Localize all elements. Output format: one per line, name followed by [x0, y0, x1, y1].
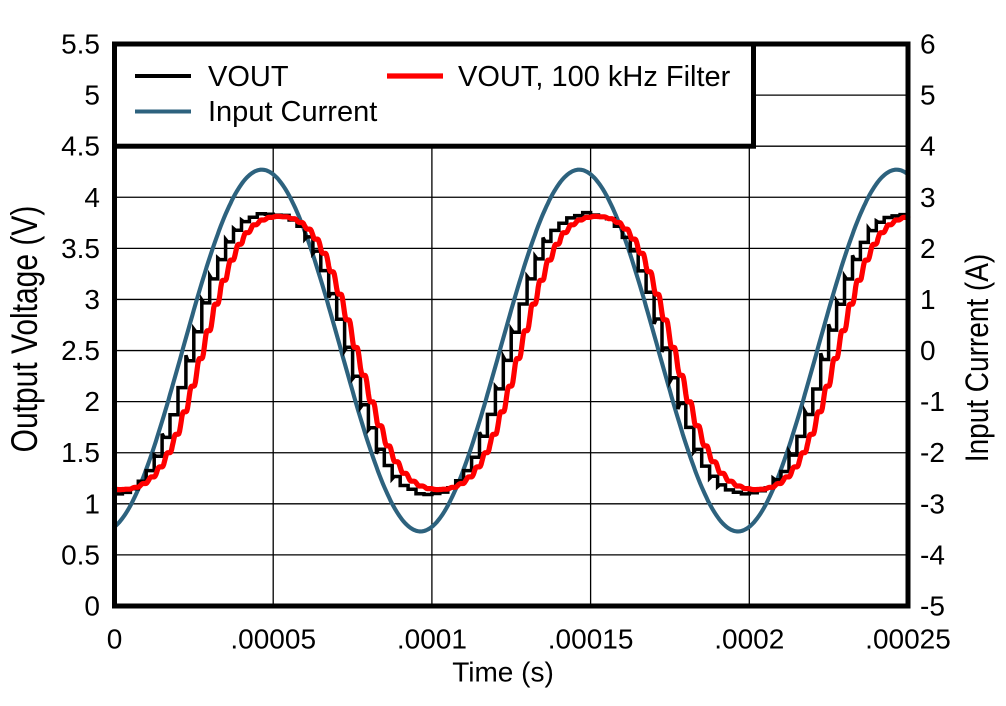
svg-text:Output Voltage (V): Output Voltage (V) [4, 206, 46, 453]
svg-text:Input Current (A): Input Current (A) [960, 254, 995, 462]
svg-text:0: 0 [84, 591, 100, 622]
svg-text:2: 2 [920, 233, 936, 264]
svg-text:0: 0 [920, 335, 936, 366]
svg-text:4: 4 [920, 131, 936, 162]
svg-text:VOUT: VOUT [208, 61, 289, 93]
svg-text:2: 2 [84, 386, 100, 417]
svg-text:-1: -1 [920, 386, 945, 417]
svg-text:-5: -5 [920, 591, 945, 622]
svg-text:.00005: .00005 [230, 624, 316, 655]
svg-text:3: 3 [920, 182, 936, 213]
svg-text:5: 5 [84, 80, 100, 111]
svg-text:0.5: 0.5 [61, 539, 100, 570]
svg-text:4: 4 [84, 182, 100, 213]
svg-text:.0002: .0002 [714, 624, 784, 655]
svg-text:5: 5 [920, 80, 936, 111]
svg-text:-3: -3 [920, 488, 945, 519]
svg-text:1: 1 [920, 284, 936, 315]
svg-text:1: 1 [84, 488, 100, 519]
svg-text:.0001: .0001 [397, 624, 467, 655]
svg-text:.00015: .00015 [548, 624, 634, 655]
svg-text:2.5: 2.5 [61, 335, 100, 366]
svg-text:4.5: 4.5 [61, 131, 100, 162]
svg-text:Input Current: Input Current [208, 96, 377, 128]
svg-text:Time (s): Time (s) [452, 657, 554, 688]
svg-text:3: 3 [84, 284, 100, 315]
svg-text:6: 6 [920, 29, 936, 60]
svg-text:VOUT, 100 kHz Filter: VOUT, 100 kHz Filter [458, 61, 731, 93]
svg-text:0: 0 [107, 624, 123, 655]
svg-text:5.5: 5.5 [61, 29, 100, 60]
svg-text:-4: -4 [920, 539, 945, 570]
svg-text:3.5: 3.5 [61, 233, 100, 264]
svg-text:-2: -2 [920, 437, 945, 468]
svg-text:1.5: 1.5 [61, 437, 100, 468]
svg-text:.00025: .00025 [865, 624, 951, 655]
